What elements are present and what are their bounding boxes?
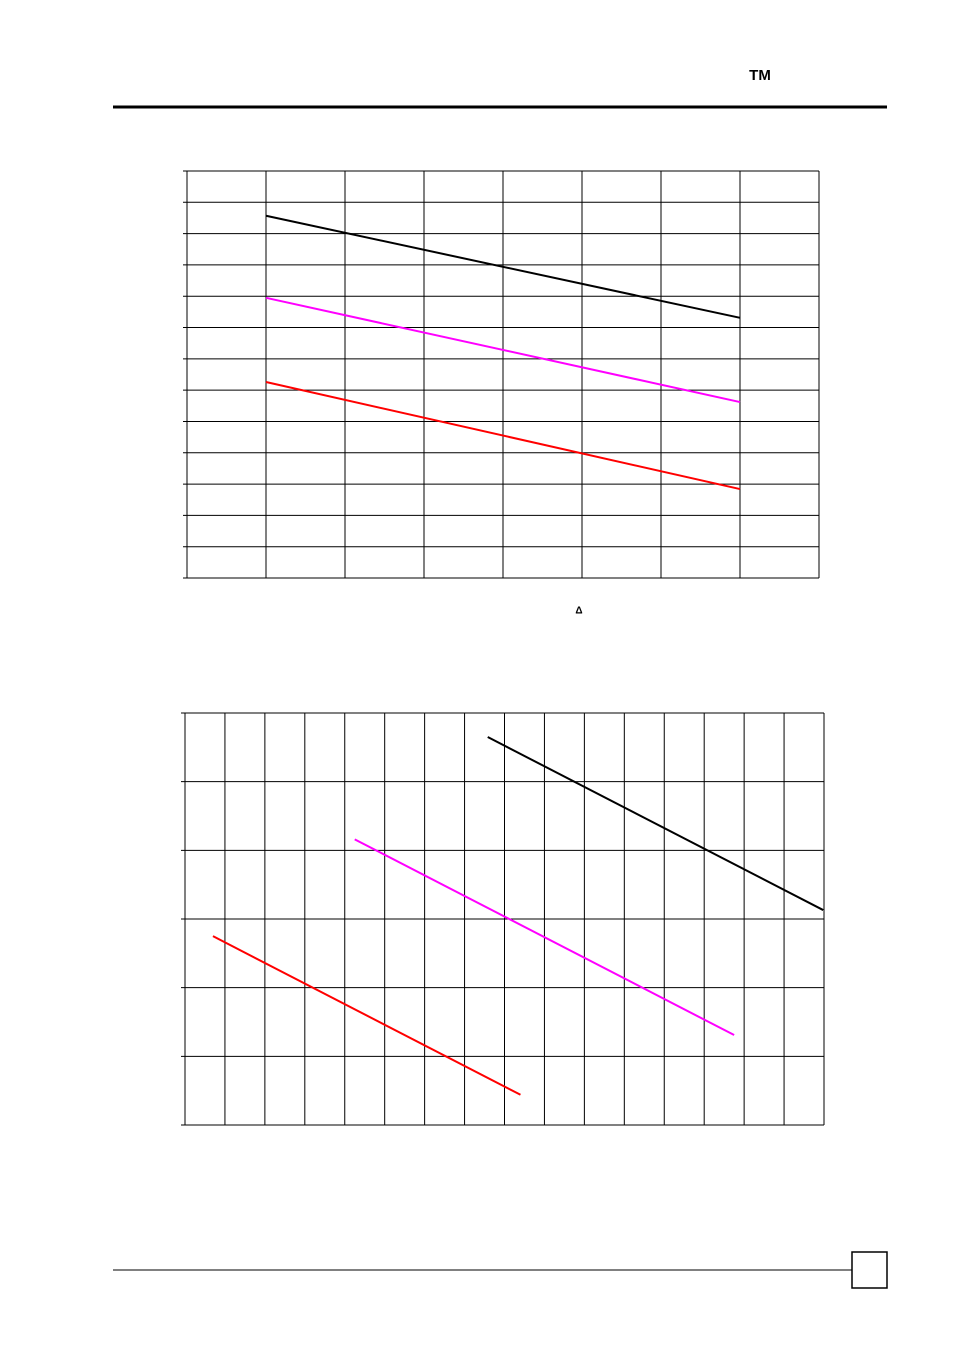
trademark: TM	[749, 67, 771, 84]
page-number-box	[851, 1251, 888, 1289]
x-axis-symbol: Δ	[575, 606, 582, 617]
series-line	[265, 296, 741, 404]
series-line	[212, 935, 521, 1096]
series-line	[265, 381, 741, 491]
series-line	[487, 736, 824, 911]
series-line	[354, 838, 735, 1036]
series-line	[265, 214, 741, 319]
